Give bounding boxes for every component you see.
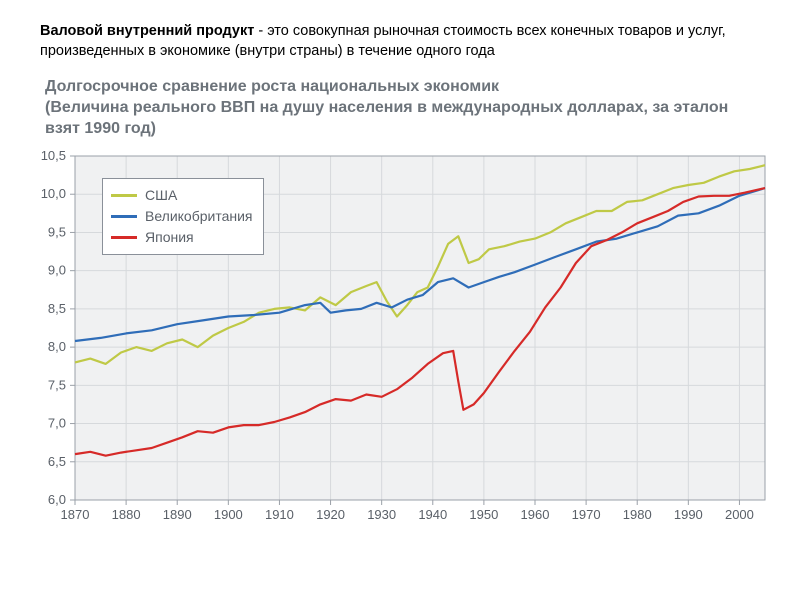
ytick-label: 7,5: [48, 377, 66, 392]
xtick-label: 1870: [61, 507, 90, 522]
xtick-label: 1990: [674, 507, 703, 522]
legend-row: Япония: [111, 227, 253, 248]
legend-swatch: [111, 194, 137, 197]
xtick-label: 1970: [572, 507, 601, 522]
xtick-label: 1930: [367, 507, 396, 522]
xtick-label: 1940: [418, 507, 447, 522]
chart-title-line2: (Величина реального ВВП на душу населени…: [45, 99, 728, 137]
ytick-label: 8,0: [48, 339, 66, 354]
ytick-label: 6,5: [48, 453, 66, 468]
ytick-label: 9,0: [48, 262, 66, 277]
ytick-label: 8,5: [48, 300, 66, 315]
xtick-label: 1880: [112, 507, 141, 522]
legend-row: США: [111, 185, 253, 206]
xtick-label: 1920: [316, 507, 345, 522]
ytick-label: 6,0: [48, 492, 66, 507]
ytick-label: 10,0: [41, 186, 66, 201]
xtick-label: 1960: [521, 507, 550, 522]
xtick-label: 2000: [725, 507, 754, 522]
legend-row: Великобритания: [111, 206, 253, 227]
legend-swatch: [111, 236, 137, 239]
legend-label: США: [145, 185, 177, 206]
definition-bold: Валовой внутренний продукт: [40, 23, 254, 39]
legend: СШАВеликобританияЯпония: [102, 178, 264, 255]
chart-title: Долгосрочное сравнение роста национальны…: [0, 69, 800, 143]
xtick-label: 1910: [265, 507, 294, 522]
xtick-label: 1950: [469, 507, 498, 522]
legend-label: Япония: [145, 227, 194, 248]
ytick-label: 7,0: [48, 415, 66, 430]
xtick-label: 1980: [623, 507, 652, 522]
xtick-label: 1890: [163, 507, 192, 522]
legend-swatch: [111, 215, 137, 218]
chart-area: 6,0 6,5 7,0 7,5 8,0 8,5 9,0 9,5 10,0 10,5 1870 1880…: [20, 150, 780, 530]
definition-text: Валовой внутренний продукт - это совокуп…: [0, 0, 800, 69]
xtick-label: 1900: [214, 507, 243, 522]
legend-label: Великобритания: [145, 206, 253, 227]
ytick-label: 9,5: [48, 224, 66, 239]
ytick-label: 10,5: [41, 150, 66, 163]
chart-title-line1: Долгосрочное сравнение роста национальны…: [45, 78, 499, 95]
